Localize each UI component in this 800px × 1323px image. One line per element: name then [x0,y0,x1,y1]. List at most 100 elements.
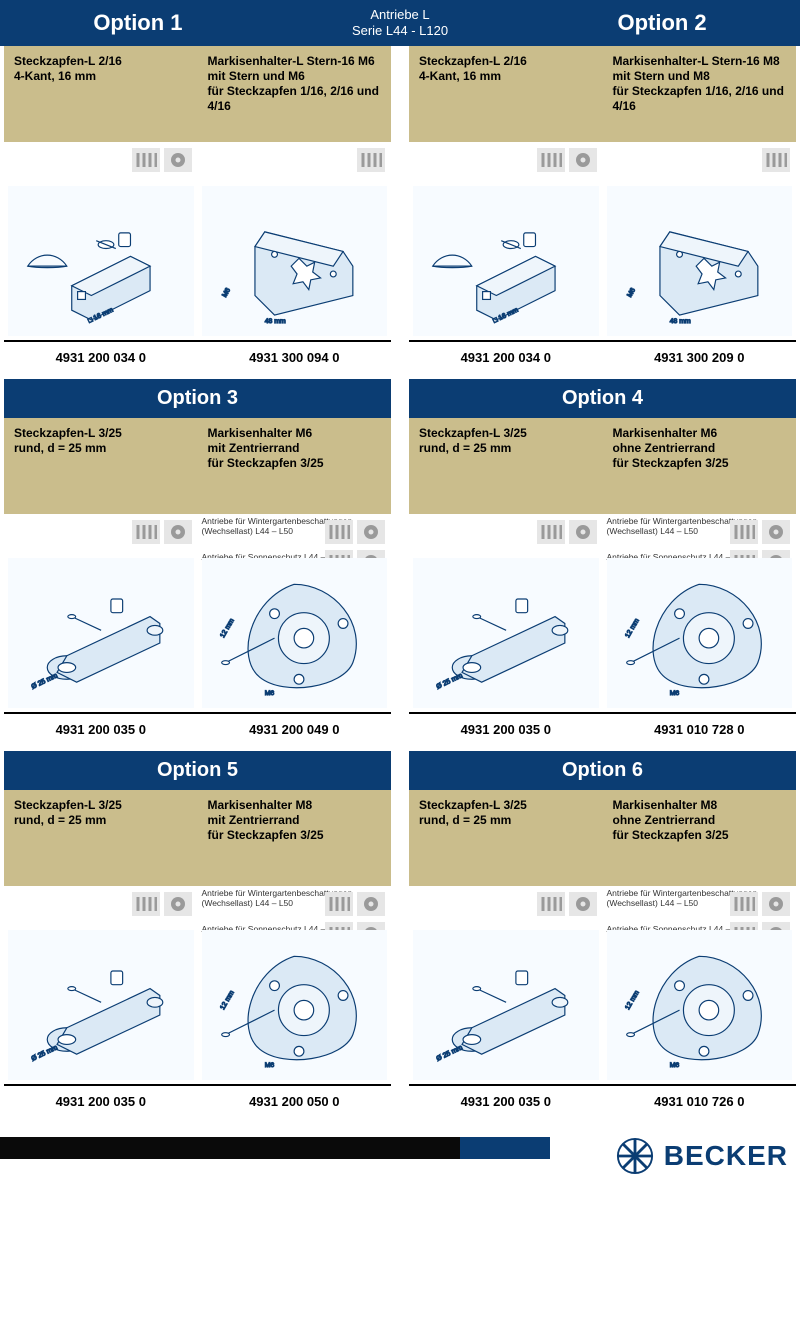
part-number: 4931 010 726 0 [603,1086,797,1123]
part-number: 4931 300 209 0 [603,342,797,379]
brand-logo: BECKER [616,1137,788,1175]
variant-icons [537,520,597,544]
product-sub: mit Zentrierrand [208,813,382,828]
product-head: Steckzapfen-L 3/25 rund, d = 25 mm [4,418,198,514]
option-title: Option 5 [4,751,391,790]
product-body: 48 mm M6 [603,142,797,342]
product-title: Steckzapfen-L 3/25 [14,798,188,813]
product-body: Ø 25 mm [4,514,198,714]
stripes-icon [325,892,353,916]
product-head: Markisenhalter M8 ohne Zentrierrand für … [603,790,797,886]
part-number: 4931 200 049 0 [198,714,392,751]
product-card: Steckzapfen-L 2/16 4-Kant, 16 mm □ 16 mm… [4,46,198,379]
cylinder-icon [164,892,192,916]
svg-text:12 mm: 12 mm [624,617,641,639]
footer-blue-bar [460,1137,550,1159]
cylinder-icon [164,520,192,544]
option-1: Steckzapfen-L 2/16 4-Kant, 16 mm □ 16 mm… [4,46,391,379]
product-body: Ø 25 mm [409,886,603,1086]
product-desc: mit Stern und M8für Steckzapfen 1/16, 2/… [613,69,787,114]
product-title: Steckzapfen-L 2/16 [14,54,188,69]
stripes-icon [325,520,353,544]
product-drawing: Ø 25 mm [8,558,194,708]
part-number: 4931 200 050 0 [198,1086,392,1123]
product-card: Steckzapfen-L 3/25 rund, d = 25 mm Ø 25 … [4,418,198,751]
stripes-icon [730,520,758,544]
product-title: Steckzapfen-L 3/25 [14,426,188,441]
product-card: Markisenhalter M8 mit Zentrierrand für S… [198,790,392,1123]
svg-text:Ø 25 mm: Ø 25 mm [435,672,464,691]
product-drawing: M612 mm [202,930,388,1080]
product-head: Markisenhalter M6 mit Zentrierrand für S… [198,418,392,514]
variant-icons [132,520,192,544]
product-desc: für Steckzapfen 3/25 [613,456,787,471]
product-title: Markisenhalter M8 [613,798,787,813]
product-drawing: M6 12 mm [202,558,388,708]
product-card: Markisenhalter-L Stern-16 M6 mit Stern u… [198,46,392,379]
part-number: 4931 200 035 0 [409,1086,603,1123]
product-title: Markisenhalter M8 [208,798,382,813]
cylinder-icon [357,520,385,544]
option-title: Option 1 [0,10,276,36]
product-desc: mit Stern und M6für Steckzapfen 1/16, 2/… [208,69,382,114]
svg-text:Ø 25 mm: Ø 25 mm [435,1044,464,1063]
options-header-row: Option 5 Option 6 [0,751,800,790]
product-drawing: Ø 25 mm [413,930,599,1080]
variant-icons [325,520,385,544]
product-card: Steckzapfen-L 3/25 rund, d = 25 mm Ø 25 … [4,790,198,1123]
product-head: Markisenhalter-L Stern-16 M8 mit Stern u… [603,46,797,142]
cylinder-icon [762,892,790,916]
stripes-icon [132,520,160,544]
svg-text:M6: M6 [265,690,275,697]
product-drawing: M612 mm [607,930,793,1080]
cylinder-icon [762,520,790,544]
footer: BECKER [0,1123,800,1181]
cylinder-icon [569,520,597,544]
product-sub: mit Zentrierrand [208,441,382,456]
product-title: Markisenhalter-L Stern-16 M6 [208,54,382,69]
option-4: Steckzapfen-L 3/25 rund, d = 25 mm Ø 25 … [409,418,796,751]
catalog-page: Option 1 Antriebe L Serie L44 - L120 Opt… [0,0,800,1181]
footer-dark-bar [0,1137,460,1159]
product-body: □ 16 mm [409,142,603,342]
product-title: Markisenhalter-L Stern-16 M8 [613,54,787,69]
svg-text:48 mm: 48 mm [670,318,691,325]
series-label: Antriebe L Serie L44 - L120 [276,7,524,38]
variant-icons [132,148,192,172]
option-title: Option 3 [4,379,391,418]
product-drawing: Ø 25 mm [8,930,194,1080]
product-drawing: □ 16 mm [8,186,194,336]
brand-icon [616,1137,654,1175]
product-desc: für Steckzapfen 3/25 [613,828,787,843]
svg-text:M6: M6 [221,287,232,299]
product-body: Antriebe für Wintergartenbeschattungen (… [198,886,392,1086]
svg-text:12 mm: 12 mm [219,617,236,639]
product-sub: rund, d = 25 mm [14,813,188,828]
product-body: Ø 25 mm [4,886,198,1086]
stripes-icon [132,148,160,172]
variant-icons [132,892,192,916]
product-sub: rund, d = 25 mm [419,813,593,828]
product-card: Markisenhalter M6 mit Zentrierrand für S… [198,418,392,751]
cylinder-icon [569,892,597,916]
cylinder-icon [357,892,385,916]
svg-text:M6: M6 [626,287,637,299]
part-number: 4931 200 034 0 [4,342,198,379]
stripes-icon [730,892,758,916]
product-title: Steckzapfen-L 3/25 [419,426,593,441]
options-header-row: Option 3 Option 4 [0,379,800,418]
cylinder-icon [164,148,192,172]
options-row: Steckzapfen-L 2/16 4-Kant, 16 mm □ 16 mm… [0,46,800,379]
product-sub: ohne Zentrierrand [613,441,787,456]
product-body: Antriebe für Wintergartenbeschattungen (… [198,514,392,714]
product-card: Markisenhalter-L Stern-16 M8 mit Stern u… [603,46,797,379]
product-card: Markisenhalter M8 ohne Zentrierrand für … [603,790,797,1123]
product-body: 48 mmM6 [198,142,392,342]
option-title: Option 6 [409,751,796,790]
product-head: Steckzapfen-L 2/16 4-Kant, 16 mm [4,46,198,142]
product-drawing: 48 mm M6 [607,186,793,336]
stripes-icon [537,520,565,544]
stripes-icon [762,148,790,172]
variant-icons [537,148,597,172]
product-title: Steckzapfen-L 2/16 [419,54,593,69]
